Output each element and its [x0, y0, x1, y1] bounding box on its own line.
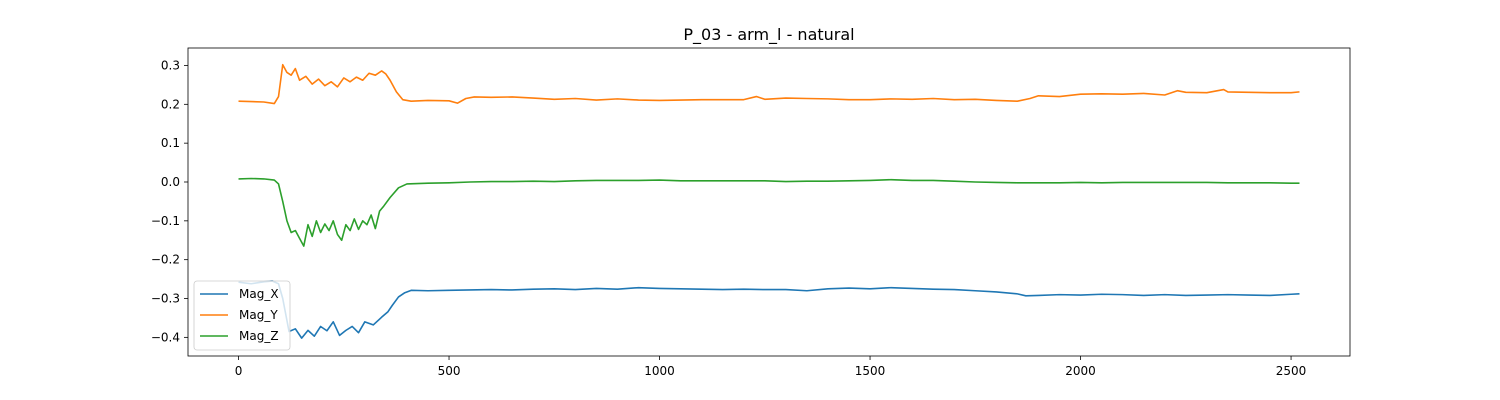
series-line-mag-z	[238, 177, 1300, 247]
x-axis-ticks: 0 500 1000 1500 2000 2500	[235, 356, 1307, 378]
x-tick-label: 500	[438, 364, 461, 378]
x-tick-label: 2000	[1065, 364, 1096, 378]
x-tick-label: 1000	[644, 364, 675, 378]
x-tick-label: 1500	[855, 364, 886, 378]
y-axis-ticks: −0.4 −0.3 −0.2 −0.1 0.0 0.1 0.2 0.3	[151, 58, 188, 344]
series-line-mag-x	[238, 280, 1300, 339]
legend-items: Mag_X Mag_Y Mag_Z	[200, 287, 279, 343]
legend-label: Mag_Z	[239, 329, 279, 343]
y-tick-label: 0.2	[161, 97, 180, 111]
y-tick-label: 0.3	[161, 58, 180, 72]
y-tick-label: −0.3	[151, 292, 180, 306]
legend: Mag_X Mag_Y Mag_Z	[193, 280, 291, 351]
y-tick-label: 0.1	[161, 136, 180, 150]
legend-label: Mag_Y	[239, 308, 278, 322]
y-tick-label: −0.4	[151, 330, 180, 344]
x-tick-label: 0	[235, 364, 243, 378]
legend-box	[193, 280, 291, 351]
chart-title: P_03 - arm_l - natural	[683, 25, 854, 45]
y-tick-label: −0.1	[151, 214, 180, 228]
x-tick-label: 2500	[1276, 364, 1307, 378]
series-line-mag-y	[238, 63, 1300, 105]
series-layer	[238, 63, 1300, 339]
legend-label: Mag_X	[239, 287, 279, 301]
y-tick-label: −0.2	[151, 253, 180, 267]
y-tick-label: 0.0	[161, 175, 180, 189]
plot-frame	[187, 47, 1351, 357]
